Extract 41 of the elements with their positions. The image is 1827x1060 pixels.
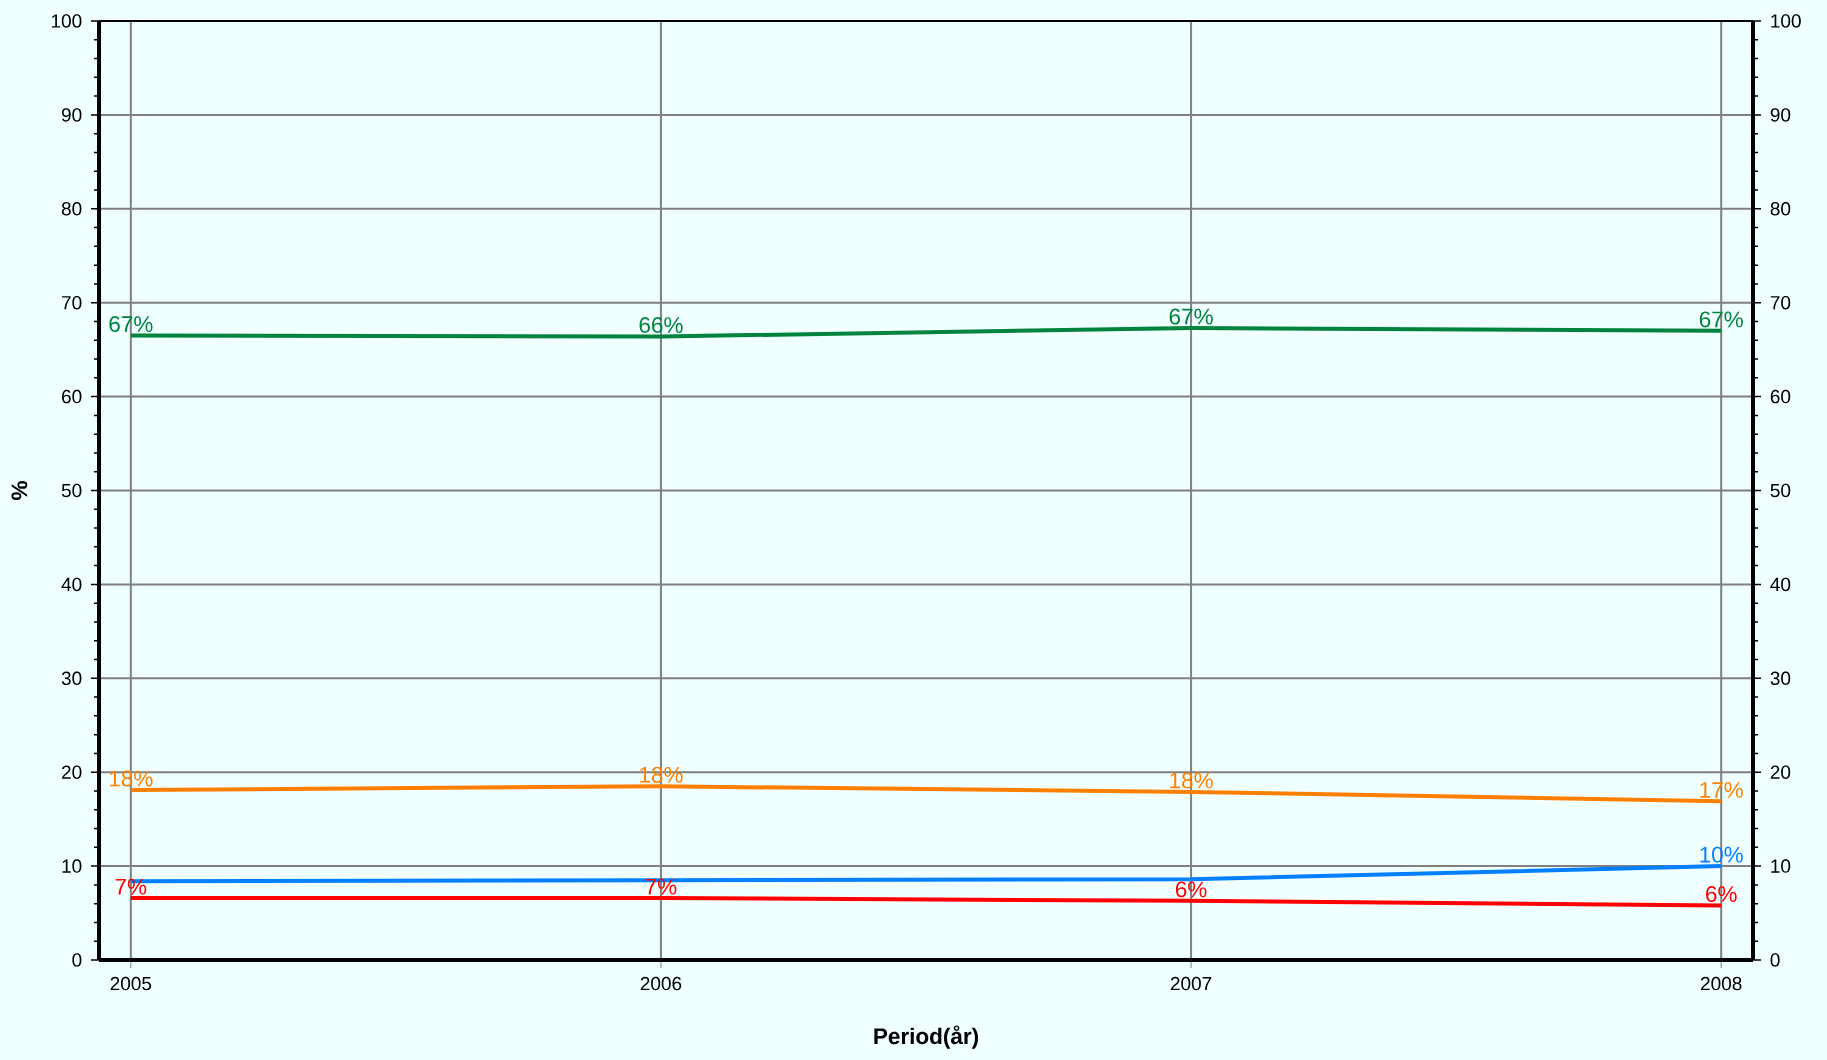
- data-label: 7%: [645, 878, 677, 895]
- y-tick-label: 50: [61, 483, 82, 498]
- y-tick-label: 60: [62, 389, 82, 404]
- y2-tick-label: 90: [1770, 108, 1791, 122]
- data-label: 6%: [1175, 881, 1207, 898]
- y2-tick-label: 30: [1770, 671, 1791, 686]
- y-tick-label: 90: [61, 108, 82, 122]
- y-tick-label: 10: [62, 859, 82, 873]
- data-label: 67%: [1169, 308, 1213, 325]
- y-tick-label: 70: [62, 295, 82, 310]
- y-tick-label: 20: [61, 765, 82, 779]
- data-label: 10%: [1700, 846, 1743, 863]
- y-tick-label: 0: [72, 953, 82, 967]
- y2-tick-label: 10: [1771, 859, 1791, 873]
- data-label: 18%: [1170, 772, 1213, 789]
- data-label: 66%: [639, 317, 683, 334]
- y-tick-label: 100: [51, 14, 82, 28]
- x-tick-label: 2005: [110, 976, 152, 991]
- data-label: 18%: [640, 766, 683, 783]
- y2-tick-label: 50: [1770, 483, 1791, 498]
- data-label: 67%: [109, 316, 153, 333]
- x-axis-title: Period(år): [874, 1025, 979, 1049]
- data-label: 17%: [1700, 782, 1743, 798]
- y-tick-label: 80: [61, 202, 82, 216]
- y2-tick-label: 70: [1770, 295, 1791, 310]
- x-tick-label: 2006: [640, 976, 682, 991]
- y2-tick-label: 80: [1770, 202, 1791, 216]
- y2-tick-label: 60: [1770, 389, 1791, 404]
- data-label: 67%: [1699, 311, 1743, 328]
- data-label: 6%: [1706, 886, 1737, 903]
- y-tick-label: 40: [61, 577, 82, 592]
- data-label: 7%: [115, 878, 147, 895]
- data-label: 18%: [110, 770, 153, 787]
- x-tick-label: 2008: [1701, 976, 1742, 991]
- x-tick-label: 2007: [1170, 976, 1212, 991]
- y2-tick-label: 0: [1770, 953, 1780, 967]
- y2-tick-label: 20: [1770, 765, 1791, 779]
- y-tick-label: 30: [61, 671, 82, 686]
- y2-tick-label: 100: [1771, 14, 1801, 28]
- y-axis-title: %: [11, 481, 28, 500]
- y2-tick-label: 40: [1770, 577, 1791, 592]
